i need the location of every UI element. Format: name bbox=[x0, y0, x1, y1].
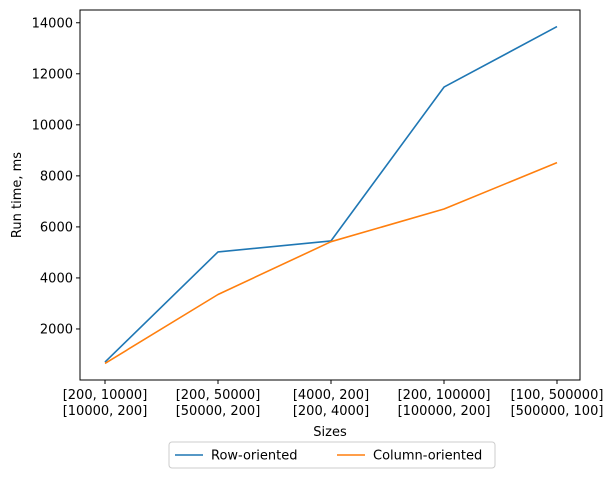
legend-box bbox=[168, 441, 496, 469]
series-line-row-oriented bbox=[104, 25, 558, 363]
x-tick-label: [100, 500000] bbox=[511, 388, 604, 403]
series-lines bbox=[104, 25, 558, 365]
y-axis-label: Run time, ms bbox=[10, 152, 25, 238]
y-axis-ticks: 2000 4000 6000 8000 10000 12000 14000 bbox=[32, 16, 80, 337]
plot-frame bbox=[79, 9, 581, 381]
legend: Row-oriented Column-oriented bbox=[168, 441, 496, 469]
legend-label: Row-oriented bbox=[211, 449, 297, 464]
x-tick-label: [4000, 200] bbox=[293, 388, 369, 403]
x-tick-label: [100000, 200] bbox=[398, 404, 491, 419]
x-tick-label: [200, 4000] bbox=[293, 404, 369, 419]
legend-label: Column-oriented bbox=[373, 449, 482, 464]
y-tick-label: 8000 bbox=[40, 169, 73, 184]
y-tick-label: 2000 bbox=[40, 322, 73, 337]
y-tick-label: 12000 bbox=[32, 67, 73, 82]
x-axis-label: Sizes bbox=[313, 425, 347, 440]
x-tick-label: [10000, 200] bbox=[63, 404, 148, 419]
x-tick-label: [50000, 200] bbox=[176, 404, 261, 419]
x-tick-label: [200, 10000] bbox=[63, 388, 148, 403]
x-tick-label: [500000, 100] bbox=[511, 404, 604, 419]
x-tick-label: [200, 100000] bbox=[398, 388, 491, 403]
y-tick-label: 4000 bbox=[40, 271, 73, 286]
y-tick-label: 14000 bbox=[32, 16, 73, 31]
y-tick-label: 10000 bbox=[32, 118, 73, 133]
series-line-column-oriented bbox=[104, 161, 558, 365]
y-tick-label: 6000 bbox=[40, 220, 73, 235]
x-axis-ticks: [200, 10000][10000, 200][200, 50000][500… bbox=[63, 380, 604, 419]
x-tick-label: [200, 50000] bbox=[176, 388, 261, 403]
